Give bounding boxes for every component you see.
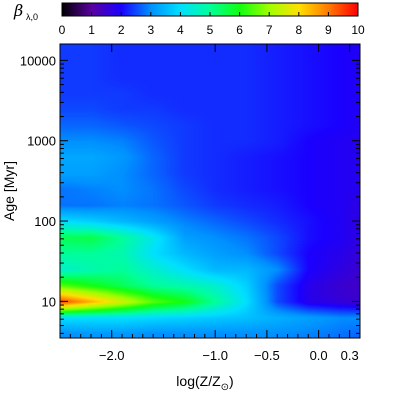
y-tick-label: 100 xyxy=(34,214,56,229)
colorbar-tick-label: 9 xyxy=(325,23,332,37)
x-tick-label: 0.0 xyxy=(310,348,328,363)
colorbar-tick-label: 8 xyxy=(295,23,302,37)
colorbar-tick-label: 2 xyxy=(118,23,125,37)
y-tick-label: 10 xyxy=(42,294,56,309)
plot-frame xyxy=(59,43,361,339)
colorbar-label: β xyxy=(13,1,23,20)
colorbar-tick-label: 0 xyxy=(59,23,66,37)
colorbar-tick-label: 4 xyxy=(177,23,184,37)
colorbar-tick-label: 3 xyxy=(147,23,154,37)
heatmap-surface xyxy=(60,44,360,338)
y-tick-label: 1000 xyxy=(27,134,56,149)
x-axis-label: log(Z/Z⊙) xyxy=(176,373,233,393)
y-axis-label: Age [Myr] xyxy=(1,161,17,221)
colorbar-tick-label: 10 xyxy=(351,23,365,37)
y-tick-label: 10000 xyxy=(20,53,56,68)
x-tick-label: −0.5 xyxy=(254,348,280,363)
colorbar-tick-label: 6 xyxy=(236,23,243,37)
x-tick-label: −1.0 xyxy=(202,348,228,363)
colorbar-label-subscript: λ,0 xyxy=(26,12,38,22)
colorbar-tick-label: 7 xyxy=(266,23,273,37)
y-axis-ticks: 10 100 1000 10000 xyxy=(20,53,360,334)
x-tick-label: −2.0 xyxy=(99,348,125,363)
colorbar-tick-label: 1 xyxy=(88,23,95,37)
x-axis-ticks: −2.0 −1.0 −0.5 0.0 0.3 xyxy=(69,44,359,363)
colorbar-tick-label: 5 xyxy=(207,23,214,37)
colorbar-ticks: 0 1 2 3 4 5 6 7 8 9 10 xyxy=(59,12,365,37)
x-tick-label: 0.3 xyxy=(341,348,359,363)
